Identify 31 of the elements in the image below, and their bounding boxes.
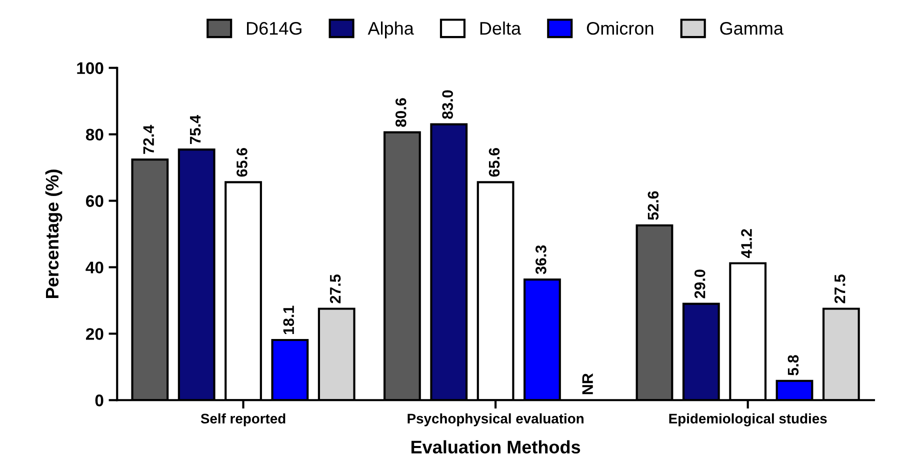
legend-label: Omicron xyxy=(586,21,654,35)
y-axis-title: Percentage (%) xyxy=(45,170,62,298)
x-tick-label: Psychophysical evaluation xyxy=(408,413,584,426)
data-label: 65.6 xyxy=(236,148,248,177)
legend-label: D614G xyxy=(247,22,302,35)
y-tick-label: 20 xyxy=(86,328,104,340)
data-label: 83.0 xyxy=(442,90,453,119)
data-label: 29.0 xyxy=(694,270,706,298)
data-label: 41.2 xyxy=(741,229,752,258)
legend-label: Alpha xyxy=(368,21,414,38)
data-label: 72.4 xyxy=(143,124,154,154)
data-label: 65.6 xyxy=(488,148,500,177)
data-label: 36.3 xyxy=(536,245,546,274)
legend-label: Delta xyxy=(480,21,522,35)
text: NR xyxy=(582,373,593,394)
x-axis-title: Evaluation Methods xyxy=(411,440,580,454)
y-tick-label: 60 xyxy=(86,195,104,207)
legend-label: Gamma xyxy=(720,22,784,35)
data-label: 80.6 xyxy=(395,98,406,127)
data-label: 27.5 xyxy=(834,274,846,304)
x-tick-label: Epidemiological studies xyxy=(669,413,827,426)
data-label: 5.8 xyxy=(788,355,799,376)
y-tick-label: 40 xyxy=(86,262,104,274)
data-label: 75.4 xyxy=(190,114,201,144)
y-tick-label: 100 xyxy=(77,62,104,74)
data-label: 52.6 xyxy=(648,191,659,220)
data-label: 27.5 xyxy=(330,274,341,304)
y-tick-label: 80 xyxy=(86,128,104,141)
data-label: 18.1 xyxy=(283,306,294,334)
y-tick-label: 0 xyxy=(95,394,104,406)
x-tick-label: Self reported xyxy=(200,413,286,426)
